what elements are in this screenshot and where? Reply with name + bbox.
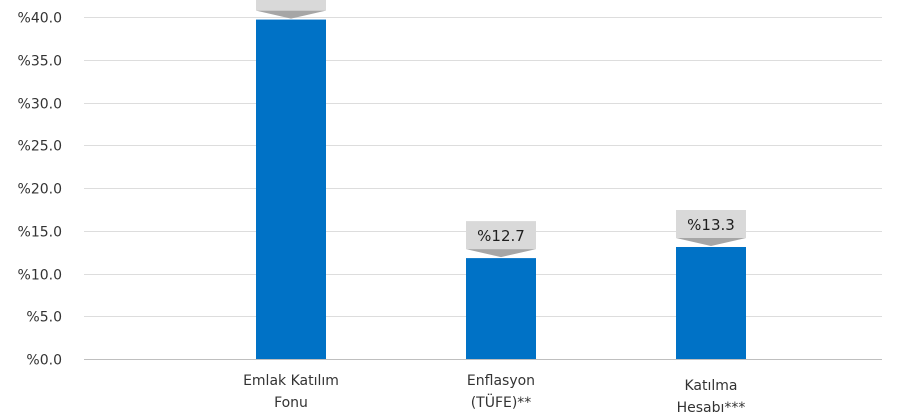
value-callout-pointer xyxy=(466,249,536,258)
x-category-label: Emlak Katılım xyxy=(243,373,339,389)
labels: %0.0 %5.0 %10.0 %15.0 %20.0 %25.0 %30.0 %35.0 %4… xyxy=(18,0,746,414)
value-label: %13.3 xyxy=(687,216,735,234)
value-label: %12.7 xyxy=(477,227,525,245)
y-tick-label: %20.0 xyxy=(18,182,62,198)
y-tick-label: %25.0 xyxy=(18,139,62,155)
y-tick-label: %40.0 xyxy=(18,11,62,27)
value-callout xyxy=(256,0,326,19)
x-category-label: (TÜFE)** xyxy=(471,393,532,411)
y-tick-label: %35.0 xyxy=(18,54,62,70)
bars xyxy=(256,19,746,359)
value-callout: %12.7 xyxy=(466,221,536,258)
x-category-label: Enflasyon xyxy=(467,373,535,389)
bar xyxy=(676,246,746,359)
value-callout-pointer xyxy=(676,237,746,246)
bar xyxy=(256,19,326,359)
value-callout-box xyxy=(256,0,326,11)
x-category-label: Katılma xyxy=(685,378,738,394)
value-callout-box xyxy=(676,209,746,238)
y-tick-label: %30.0 xyxy=(18,97,62,113)
bar xyxy=(466,258,536,359)
value-callout: %13.3 xyxy=(676,209,746,246)
y-tick-label: %10.0 xyxy=(18,268,62,284)
y-tick-label: %5.0 xyxy=(26,310,62,326)
x-category-label: Hesabı*** xyxy=(677,400,746,414)
y-tick-label: %15.0 xyxy=(18,225,62,241)
value-callout-pointer xyxy=(256,10,326,19)
value-callout-box xyxy=(466,221,536,250)
y-tick-label: %0.0 xyxy=(26,353,62,369)
x-category-label: Fonu xyxy=(274,395,308,411)
